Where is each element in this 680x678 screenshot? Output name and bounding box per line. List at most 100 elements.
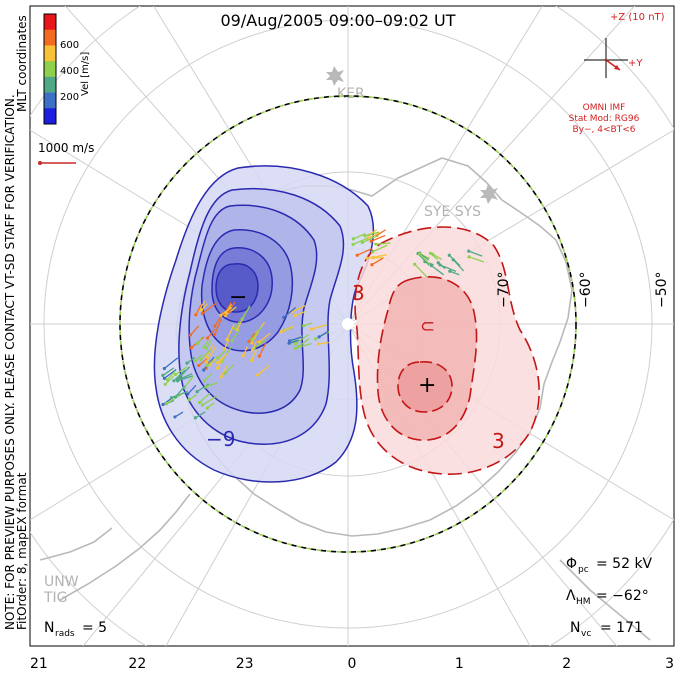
velocity-vector-origin (202, 345, 205, 348)
velocity-vector-origin (194, 359, 197, 362)
velocity-vector-origin (196, 342, 199, 345)
velocity-vector-origin (161, 403, 164, 406)
negative-contour-label: −9 (206, 427, 235, 451)
velocity-vector-origin (418, 252, 421, 255)
velocity-vector-origin (242, 354, 245, 357)
imf-model: Stat Mod: RG96 (569, 114, 640, 124)
velocity-vector-origin (201, 403, 204, 406)
velocity-vector-origin (213, 333, 216, 336)
velocity-vector-origin (165, 402, 168, 405)
velocity-vector-origin (371, 256, 374, 259)
velocity-vector-origin (161, 374, 164, 377)
positive-contour-label: 3 (352, 281, 365, 305)
station-unw-label: UNW (44, 574, 79, 590)
colorbar-swatch (44, 61, 56, 77)
velocity-vector-origin (467, 255, 470, 258)
positive-extremum-marker: + (418, 373, 436, 398)
velocity-vector-origin (430, 264, 433, 267)
velocity-vector-origin (310, 328, 313, 331)
velocity-vector-origin (223, 372, 226, 375)
velocity-vector-origin (256, 373, 259, 376)
velocity-vector-origin (205, 360, 208, 363)
velocity-vector-origin (216, 361, 219, 364)
station-tig-label: TIG (43, 590, 68, 606)
velocity-vector-origin (213, 325, 216, 328)
phi-pc-symbol: Φ (566, 556, 577, 572)
mlt-tick-label: 21 (30, 656, 48, 672)
velocity-vector-origin (219, 314, 222, 317)
velocity-vector-origin (294, 342, 297, 345)
velocity-vector-origin (240, 318, 243, 321)
latitude-label-60: −60° (578, 271, 594, 308)
positive-contour-label-inner: 3 (492, 429, 505, 453)
colorbar-swatch (44, 30, 56, 46)
colorbar-tick-200: 200 (60, 92, 79, 103)
velocity-vector-origin (318, 335, 321, 338)
velocity-vector-origin (190, 346, 193, 349)
velocity-vector-origin (216, 367, 219, 370)
velocity-vector-origin (199, 358, 202, 361)
velocity-vector-origin (365, 257, 368, 260)
velocity-vector-origin (437, 261, 440, 264)
mlt-tick-label: 1 (455, 656, 464, 672)
velocity-vector-origin (448, 270, 451, 273)
velocity-vector-origin (258, 355, 261, 358)
velocity-vector-origin (448, 254, 451, 257)
velocity-vector-origin (250, 359, 253, 362)
velocity-scale-label: 1000 m/s (38, 141, 94, 155)
velocity-vector-origin (205, 385, 208, 388)
velocity-vector-origin (250, 341, 253, 344)
velocity-vector-origin (200, 308, 203, 311)
velocity-vector-origin (206, 364, 209, 367)
velocity-vector-origin (250, 337, 253, 340)
velocity-vector-origin (223, 348, 226, 351)
velocity-vector-origin (351, 243, 354, 246)
lambda-hm-sub: HM (576, 597, 591, 607)
pole-marker (342, 318, 354, 330)
velocity-vector-origin (188, 398, 191, 401)
velocity-vector-origin (194, 416, 197, 419)
colorbar-label: Vel [m/s] (80, 52, 91, 96)
latitude-label-70: −70° (496, 271, 512, 308)
velocity-vector-origin (176, 379, 179, 382)
velocity-vector-origin (174, 395, 177, 398)
velocity-vector-origin (201, 312, 204, 315)
velocity-vector-origin (317, 342, 320, 345)
mlt-tick-label: 0 (348, 656, 357, 672)
velocity-scale-dot (38, 161, 42, 165)
colorbar-tick-400: 400 (60, 66, 79, 77)
velocity-vector-origin (198, 401, 201, 404)
n-vc-symbol: N (570, 620, 580, 636)
velocity-vector-origin (413, 263, 416, 266)
lambda-hm-value: = −62° (596, 588, 649, 604)
imf-plus-z-label: +Z (10 nT) (610, 12, 665, 23)
velocity-vector-origin (352, 237, 355, 240)
velocity-vector-origin (172, 379, 175, 382)
velocity-vector-origin (203, 379, 206, 382)
coordinate-label: MLT coordinates (15, 15, 29, 112)
velocity-colorbar (44, 14, 56, 125)
page-title: 09/Aug/2005 09:00–09:02 UT (221, 11, 456, 30)
velocity-vector-origin (173, 415, 176, 418)
velocity-vector-origin (185, 362, 188, 365)
station-ker-label: KER (337, 86, 365, 102)
positive-contour-glyph: ⊂ (420, 316, 435, 337)
velocity-vector-origin (206, 407, 209, 410)
velocity-vector-origin (251, 348, 254, 351)
phi-pc-sub: pc (578, 565, 589, 575)
velocity-vector-origin (233, 327, 236, 330)
mlt-tick-label: 2 (562, 656, 571, 672)
velocity-vector-origin (280, 330, 283, 333)
velocity-vector-origin (356, 254, 359, 257)
velocity-vector-origin (163, 377, 166, 380)
velocity-vector-origin (224, 311, 227, 314)
velocity-vector-origin (314, 337, 317, 340)
n-vc-sub: vc (581, 629, 591, 639)
positive-contour-2 (377, 277, 476, 440)
velocity-vector-origin (302, 324, 305, 327)
mlt-tick-label: 3 (665, 656, 674, 672)
velocity-vector-origin (179, 377, 182, 380)
velocity-vector-origin (206, 337, 209, 340)
